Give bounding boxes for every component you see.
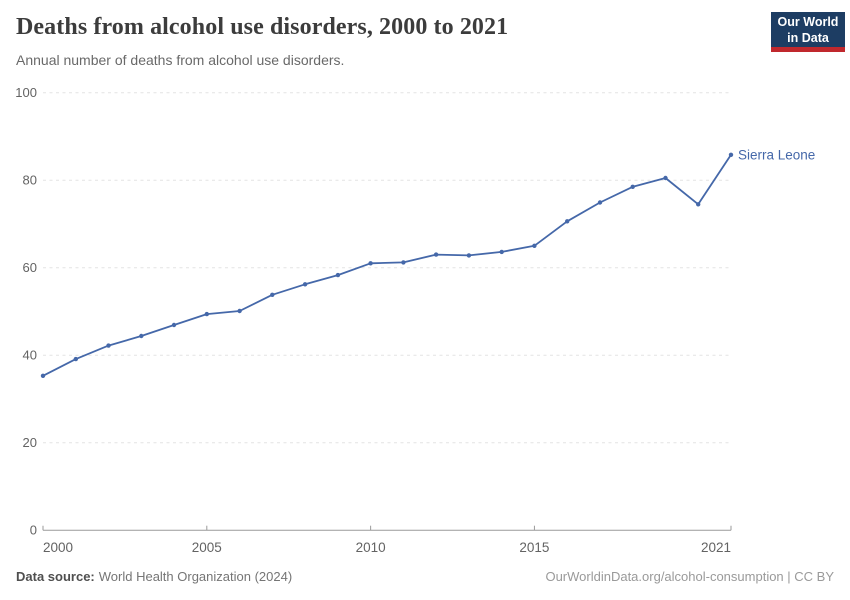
- trend-line: [42, 153, 732, 377]
- data-point: [597, 200, 603, 205]
- data-point: [466, 253, 472, 258]
- y-axis-tick-label: 40: [23, 348, 37, 363]
- data-point: [696, 202, 701, 207]
- data-source-label: Data source:: [16, 569, 95, 584]
- data-point: [565, 219, 570, 224]
- y-axis-tick-label: 60: [23, 260, 37, 275]
- chart-subtitle: Annual number of deaths from alcohol use…: [16, 52, 345, 68]
- owid-logo: Our World in Data: [771, 12, 845, 52]
- data-point: [433, 252, 439, 257]
- credit-link[interactable]: OurWorldinData.org/alcohol-consumption |…: [545, 569, 834, 584]
- x-axis-tick-label: 2015: [519, 540, 549, 555]
- data-point: [532, 243, 537, 248]
- y-axis-tick-label: 100: [15, 85, 37, 100]
- chart-title: Deaths from alcohol use disorders, 2000 …: [16, 14, 509, 40]
- y-axis-tick-label: 20: [23, 435, 37, 450]
- y-axis-tick-label: 80: [23, 173, 37, 188]
- owid-logo-line1: Our World: [777, 15, 839, 29]
- data-point: [401, 260, 406, 265]
- data-point: [171, 322, 177, 328]
- y-axis-tick-label: 0: [30, 523, 37, 538]
- x-axis-tick-label: 2021: [701, 540, 731, 555]
- data-point: [237, 308, 242, 314]
- data-source: Data source: World Health Organization (2…: [16, 569, 292, 584]
- series-label: Sierra Leone: [738, 147, 815, 162]
- data-point: [368, 261, 373, 266]
- data-point: [40, 373, 46, 378]
- chart-footer: Data source: World Health Organization (2…: [16, 569, 834, 584]
- owid-logo-line2: in Data: [787, 31, 829, 45]
- data-point: [499, 249, 504, 255]
- data-point: [728, 152, 734, 157]
- data-point: [106, 343, 111, 348]
- data-point: [302, 282, 308, 287]
- data-point: [270, 292, 275, 297]
- x-axis-tick-label: 2005: [192, 540, 222, 555]
- data-point: [630, 184, 635, 189]
- data-point: [663, 175, 668, 181]
- data-point: [73, 356, 79, 362]
- x-axis-tick-label: 2010: [356, 540, 386, 555]
- data-point: [204, 311, 209, 317]
- data-source-value: World Health Organization (2024): [98, 569, 293, 584]
- data-point: [335, 272, 341, 278]
- data-point: [139, 333, 144, 339]
- x-axis-tick-label: 2000: [43, 540, 73, 555]
